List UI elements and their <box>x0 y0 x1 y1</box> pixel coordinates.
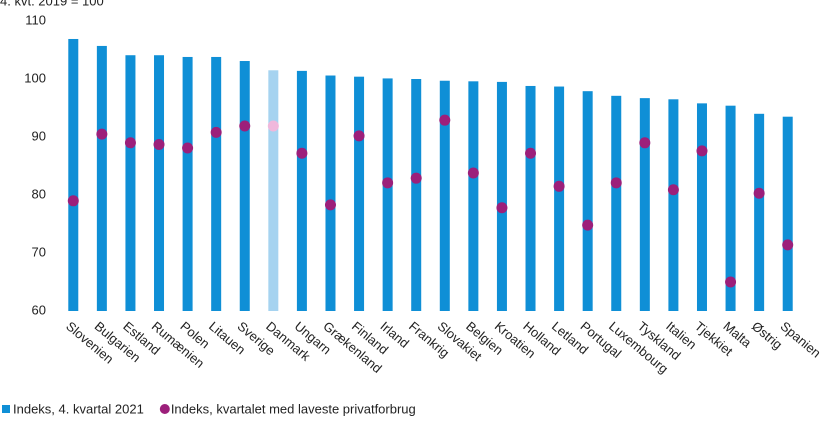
legend-label: Indeks, 4. kvartal 2021 <box>13 401 144 416</box>
bar <box>725 105 736 312</box>
bar <box>382 78 393 311</box>
dot <box>782 239 794 251</box>
dot <box>439 114 451 126</box>
legend-swatch <box>159 404 170 414</box>
bar <box>468 81 479 311</box>
dot <box>553 180 565 192</box>
dot <box>582 219 594 231</box>
bar <box>154 55 165 311</box>
y-tick-label: 70 <box>32 244 46 259</box>
y-tick-label: 110 <box>25 12 46 27</box>
dot <box>267 120 279 132</box>
dot <box>96 128 108 140</box>
dot <box>753 187 765 199</box>
dot <box>467 167 479 179</box>
bar <box>211 56 222 312</box>
bar <box>68 38 79 311</box>
y-tick-label: 60 <box>32 302 46 317</box>
bar <box>296 70 307 311</box>
dot <box>67 195 79 207</box>
bar <box>354 76 365 312</box>
bar <box>696 103 707 311</box>
bar <box>611 95 622 311</box>
dot <box>324 199 336 211</box>
bar <box>754 113 765 311</box>
legend-swatch <box>2 405 10 413</box>
dot <box>353 130 365 142</box>
dot <box>210 126 222 138</box>
dot <box>182 142 194 154</box>
dot <box>382 177 394 189</box>
bar <box>125 55 136 311</box>
dot <box>696 145 708 157</box>
bar <box>582 91 593 312</box>
bar <box>668 99 679 311</box>
bar <box>411 79 422 311</box>
bar <box>496 81 507 312</box>
dot <box>639 137 651 149</box>
dot <box>667 184 679 196</box>
dot <box>239 120 251 132</box>
bar <box>182 56 193 312</box>
bar <box>639 98 650 311</box>
legend-label: Indeks, kvartalet med laveste privatforb… <box>171 401 416 416</box>
bar <box>525 85 536 312</box>
bar <box>554 86 565 311</box>
y-tick-label: 100 <box>24 70 46 85</box>
dot <box>496 202 508 214</box>
bar <box>325 75 336 312</box>
y-tick-label: 80 <box>32 186 46 201</box>
y-tick-label: 90 <box>32 128 46 143</box>
bar <box>439 80 450 312</box>
bar <box>782 116 793 311</box>
bar <box>96 45 107 311</box>
dot <box>296 147 308 159</box>
dot <box>725 276 737 288</box>
dot <box>610 177 622 189</box>
bar <box>268 70 279 311</box>
bar <box>239 61 250 311</box>
chart-subtitle: 4. kvt. 2019 = 100 <box>0 0 104 8</box>
x-tick-label: Østrig <box>749 318 785 352</box>
dot <box>525 147 537 159</box>
dot <box>153 139 165 151</box>
dot <box>410 172 422 184</box>
dot <box>124 137 136 149</box>
